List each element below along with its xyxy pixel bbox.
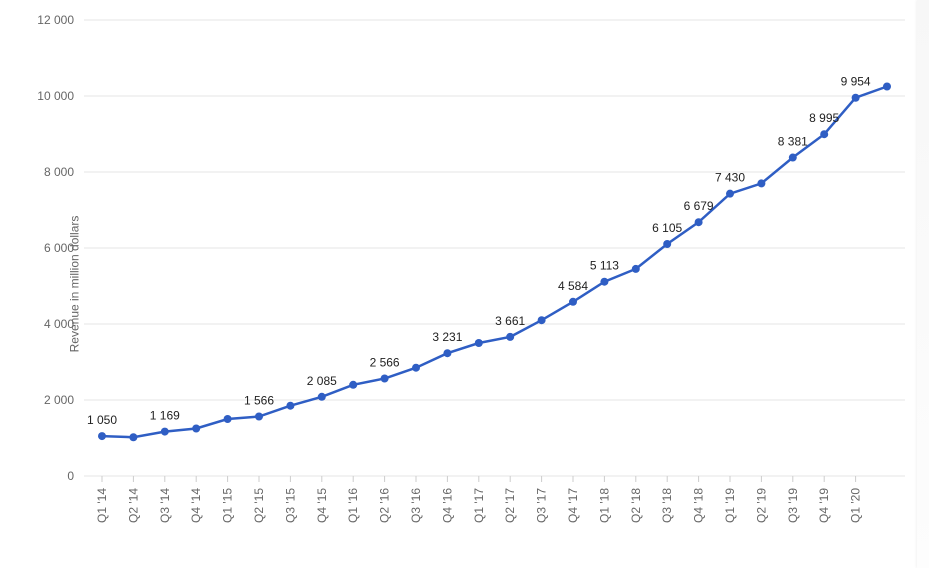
data-point[interactable] [695,218,703,226]
data-point[interactable] [381,374,389,382]
data-point[interactable] [726,190,734,198]
data-point[interactable] [161,428,169,436]
data-point[interactable] [475,339,483,347]
x-tick-label: Q3 '16 [409,488,423,523]
data-point[interactable] [538,316,546,324]
data-point[interactable] [600,278,608,286]
x-tick-label: Q3 '17 [535,488,549,523]
y-tick-label: 8 000 [44,165,74,179]
x-tick-label: Q1 '15 [221,488,235,523]
data-point[interactable] [255,412,263,420]
y-axis-title: Revenue in million dollars [67,216,81,353]
x-tick-label: Q4 '18 [692,488,706,523]
point-label: 8 381 [778,135,808,149]
x-tick-label: Q1 '17 [472,488,486,523]
x-tick-label: Q1 '19 [723,488,737,523]
point-label: 6 679 [684,199,714,213]
chart-svg: 02 0004 0006 0008 00010 00012 000Q1 '14Q… [0,0,929,568]
x-tick-label: Q3 '18 [660,488,674,523]
x-tick-label: Q4 '16 [440,488,454,523]
x-tick-label: Q4 '14 [189,488,203,523]
point-label: 9 954 [841,75,871,89]
data-point[interactable] [98,432,106,440]
point-label: 2 085 [307,374,337,388]
x-tick-label: Q2 '17 [503,488,517,523]
data-point[interactable] [569,298,577,306]
point-label: 3 661 [495,314,525,328]
point-label: 3 231 [432,330,462,344]
data-point[interactable] [663,240,671,248]
x-tick-label: Q1 '14 [95,488,109,523]
data-point[interactable] [757,179,765,187]
data-point[interactable] [224,415,232,423]
point-label: 1 566 [244,393,274,407]
data-point[interactable] [129,433,137,441]
data-point[interactable] [852,94,860,102]
revenue-line-chart: Revenue in million dollars 02 0004 0006 … [0,0,929,568]
x-tick-label: Q1 '20 [849,488,863,523]
side-strip [917,0,929,568]
y-tick-label: 2 000 [44,393,74,407]
y-tick-label: 10 000 [37,89,74,103]
data-point[interactable] [443,349,451,357]
x-tick-label: Q2 '19 [754,488,768,523]
x-tick-label: Q4 '19 [817,488,831,523]
x-tick-label: Q3 '15 [283,488,297,523]
data-point[interactable] [286,402,294,410]
y-tick-label: 0 [67,469,74,483]
x-tick-label: Q3 '14 [158,488,172,523]
point-label: 6 105 [652,221,682,235]
data-point[interactable] [192,425,200,433]
x-tick-label: Q1 '16 [346,488,360,523]
data-point[interactable] [506,333,514,341]
data-point[interactable] [632,265,640,273]
point-label: 1 050 [87,413,117,427]
x-tick-label: Q2 '14 [126,488,140,523]
series-line [102,87,887,438]
point-label: 8 995 [809,111,839,125]
x-tick-label: Q1 '18 [597,488,611,523]
data-point[interactable] [883,83,891,91]
point-label: 7 430 [715,171,745,185]
data-point[interactable] [412,364,420,372]
x-tick-label: Q3 '19 [786,488,800,523]
y-tick-label: 12 000 [37,13,74,27]
data-point[interactable] [349,381,357,389]
data-point[interactable] [820,130,828,138]
point-label: 5 113 [590,259,619,273]
x-tick-label: Q4 '17 [566,488,580,523]
x-tick-label: Q2 '15 [252,488,266,523]
x-tick-label: Q4 '15 [315,488,329,523]
data-point[interactable] [318,393,326,401]
point-label: 2 566 [370,355,400,369]
point-label: 4 584 [558,279,588,293]
point-label: 1 169 [150,409,180,423]
data-point[interactable] [789,154,797,162]
x-tick-label: Q2 '18 [629,488,643,523]
x-tick-label: Q2 '16 [378,488,392,523]
